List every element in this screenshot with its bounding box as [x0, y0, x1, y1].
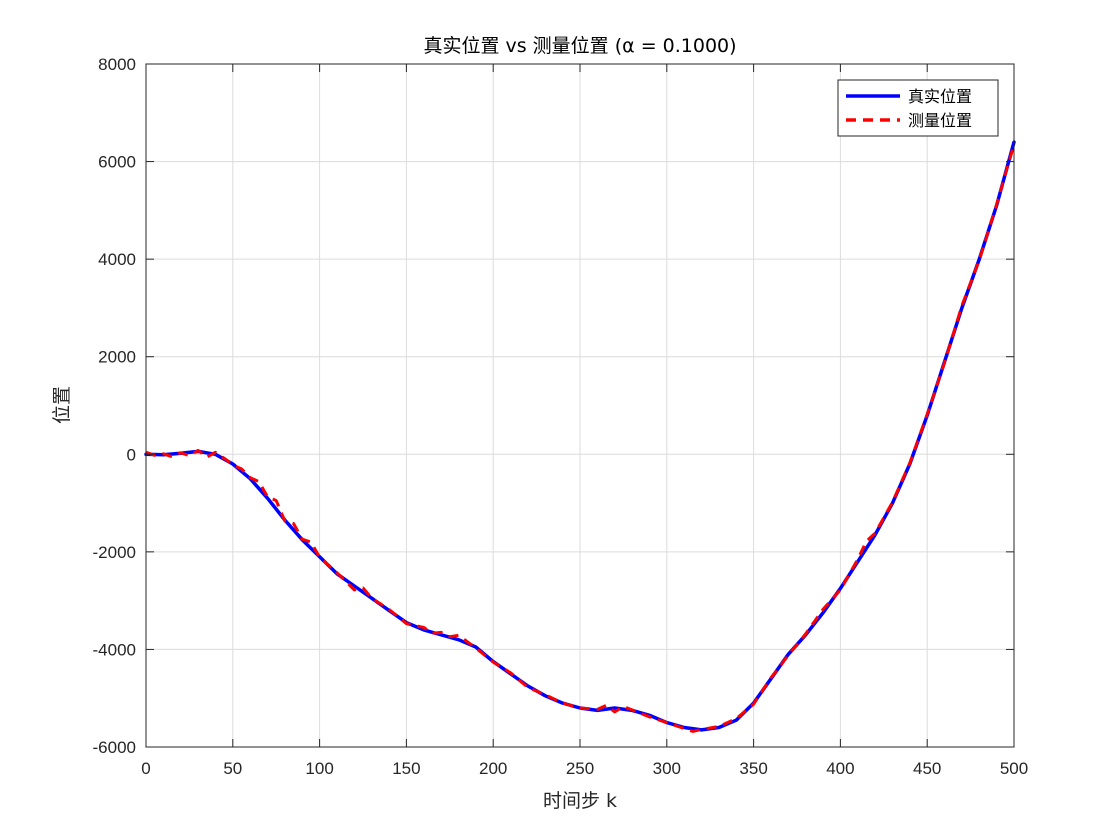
ticks: 0 50 100 150 200 250 300 350 400 450 500 -6000 -4000…: [93, 55, 1029, 778]
x-tick-label: 350: [739, 759, 767, 778]
y-tick-label: -2000: [93, 543, 136, 562]
legend: 真实位置 测量位置: [837, 79, 999, 137]
series-line-measured-position: [145, 144, 1016, 733]
x-tick-label: 400: [826, 759, 854, 778]
y-axis-label: 位置: [51, 386, 73, 424]
legend-label-true-position: 真实位置: [908, 87, 972, 106]
y-tick-label: -6000: [93, 738, 136, 757]
x-tick-label: 100: [305, 759, 333, 778]
y-tick-label: 2000: [98, 348, 136, 367]
x-axis-label: 时间步 k: [543, 790, 617, 812]
x-tick-label: 500: [1000, 759, 1028, 778]
x-tick-label: 450: [913, 759, 941, 778]
series-layer: [144, 140, 1016, 733]
chart-title: 真实位置 vs 测量位置 (α = 0.1000): [423, 35, 736, 57]
x-tick-label: 250: [566, 759, 594, 778]
y-tick-label: 8000: [98, 55, 136, 74]
x-tick-label: 0: [141, 759, 150, 778]
x-tick-label: 300: [653, 759, 681, 778]
y-tick-label: 0: [127, 445, 136, 464]
x-tick-label: 200: [479, 759, 507, 778]
y-tick-label: 6000: [98, 153, 136, 172]
x-tick-label: 150: [392, 759, 420, 778]
x-tick-label: 50: [223, 759, 242, 778]
legend-label-measured-position: 测量位置: [908, 111, 972, 130]
y-tick-label: -4000: [93, 640, 136, 659]
y-tick-label: 4000: [98, 250, 136, 269]
legend-box: [837, 79, 999, 137]
